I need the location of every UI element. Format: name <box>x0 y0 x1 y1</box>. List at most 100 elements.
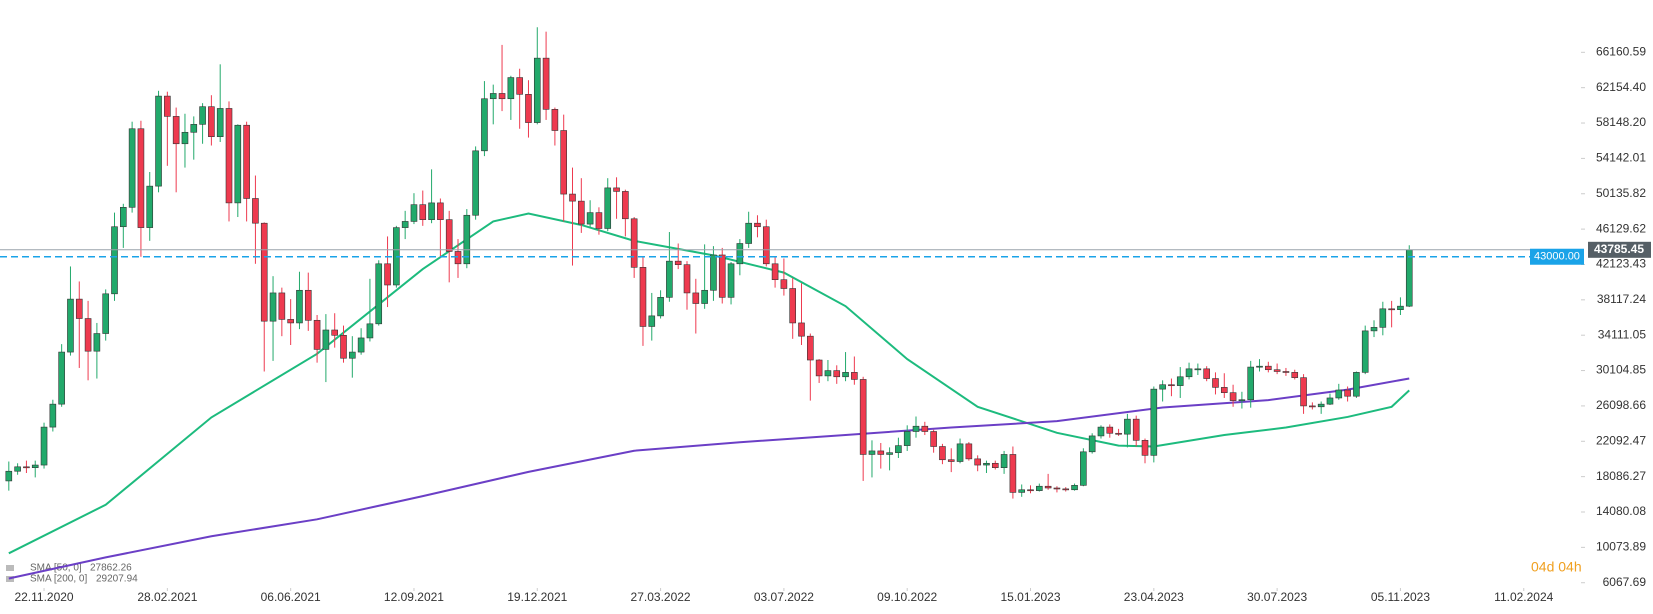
y-tick-label: 6067.69 <box>1603 575 1647 589</box>
candle-body <box>111 226 118 295</box>
y-tick-label: 50135.82 <box>1596 186 1646 200</box>
y-tick-label: 66160.59 <box>1596 44 1646 58</box>
candle-body <box>666 260 673 298</box>
y-tick-label: 58148.20 <box>1596 115 1646 129</box>
candle-body <box>463 214 471 265</box>
candle-body <box>754 222 761 228</box>
candle-body <box>199 106 206 125</box>
candle-body <box>613 187 620 192</box>
candle-body <box>1062 488 1070 491</box>
candle-body <box>771 263 779 280</box>
candle-body <box>1229 392 1237 401</box>
candle-body <box>833 370 841 378</box>
candle-body <box>252 198 259 224</box>
candle-body <box>1185 368 1193 378</box>
candle-body <box>331 329 338 336</box>
candle-body <box>710 254 717 291</box>
candle-body <box>1256 365 1263 368</box>
candle-body <box>31 464 39 468</box>
candle-body <box>1018 489 1026 493</box>
candle-body <box>1388 308 1395 311</box>
x-tick-label: 12.09.2021 <box>384 590 444 604</box>
price-label-box <box>1588 241 1651 258</box>
candle-body <box>974 458 981 466</box>
candle-body <box>1326 397 1334 405</box>
candle-body <box>727 263 735 298</box>
candle-body <box>322 329 330 350</box>
candle-body <box>1317 403 1325 408</box>
candle-body <box>683 264 691 294</box>
candle-body <box>349 351 356 359</box>
y-tick-label: 10073.89 <box>1596 540 1646 554</box>
candle-body <box>40 426 48 466</box>
candle-body <box>824 370 832 377</box>
candle-body <box>569 193 576 202</box>
candle-body <box>67 298 74 353</box>
candle-body <box>172 116 180 145</box>
candle-body <box>639 267 647 327</box>
candle-body <box>128 128 136 208</box>
candle-body <box>1088 435 1096 453</box>
candle-body <box>1238 399 1246 402</box>
y-tick-label: 14080.08 <box>1596 504 1646 518</box>
y-tick-label: 34111.05 <box>1598 327 1647 341</box>
candle-body <box>208 106 215 137</box>
candle-body <box>701 289 708 304</box>
candle-body <box>243 124 250 199</box>
candle-body <box>1168 384 1175 387</box>
candle-body <box>225 108 233 204</box>
candle-body <box>1194 368 1202 371</box>
candle-body <box>428 202 435 220</box>
candle-body <box>815 359 823 377</box>
candle-body <box>1000 454 1008 468</box>
candle-body <box>287 319 294 324</box>
candle-body <box>525 94 532 123</box>
candle-body <box>84 318 92 352</box>
candle-body <box>137 128 145 228</box>
candle-body <box>489 93 497 100</box>
candle-body <box>1150 388 1158 456</box>
candle-body <box>269 292 277 322</box>
x-tick-label: 27.03.2022 <box>631 590 691 604</box>
y-tick-label: 38117.24 <box>1597 292 1646 306</box>
candle-body <box>983 462 990 466</box>
candle-body <box>595 212 603 229</box>
candle-body <box>304 289 312 321</box>
candle-body <box>578 200 585 225</box>
candle-body <box>1361 330 1369 373</box>
candle-body <box>533 57 541 123</box>
candle-body <box>886 452 893 455</box>
legend-icon <box>6 565 14 571</box>
candle-body <box>234 124 242 204</box>
candle-body <box>1273 369 1281 372</box>
candle-body <box>1009 454 1017 493</box>
candle-body <box>155 95 162 187</box>
candle-body <box>260 222 268 322</box>
y-tick-label: 18086.27 <box>1596 469 1646 483</box>
candle-body <box>586 212 594 225</box>
candle-body <box>947 459 955 462</box>
candle-body <box>604 187 612 229</box>
candle-body <box>745 222 752 244</box>
candle-body <box>164 95 171 117</box>
candle-body <box>718 254 726 298</box>
candle-body <box>75 298 83 319</box>
candle-body <box>216 108 224 137</box>
candle-body <box>798 322 805 337</box>
candle-body <box>895 445 902 453</box>
candle-body <box>481 98 488 152</box>
candle-body <box>630 218 638 268</box>
x-tick-label: 28.02.2021 <box>137 590 197 604</box>
candle-body <box>102 293 109 334</box>
candle-body <box>278 292 286 320</box>
candle-body <box>1309 405 1316 408</box>
candle-body <box>921 425 929 432</box>
x-tick-label: 03.07.2022 <box>754 590 814 604</box>
candle-body <box>1176 376 1184 386</box>
candle-body <box>622 191 629 220</box>
candle-body <box>375 263 383 325</box>
candle-body <box>780 279 788 289</box>
x-tick-label: 09.10.2022 <box>877 590 937 604</box>
candle-body <box>120 207 127 228</box>
